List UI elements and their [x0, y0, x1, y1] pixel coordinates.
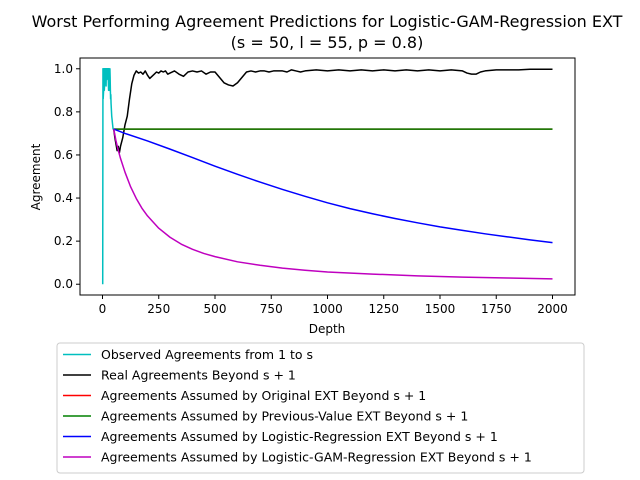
legend-label: Agreements Assumed by Previous-Value EXT… [101, 409, 468, 424]
chart-subtitle: (s = 50, l = 55, p = 0.8) [231, 33, 424, 52]
x-tick-label: 0 [99, 302, 107, 316]
y-axis: 0.0 0.2 0.4 0.6 0.8 1.0 [54, 62, 80, 291]
y-tick-label: 0.2 [54, 234, 73, 248]
series-line-6 [113, 128, 553, 280]
legend-label: Agreements Assumed by Original EXT Beyon… [101, 388, 426, 403]
legend-label: Agreements Assumed by Logistic-Regressio… [101, 429, 498, 444]
series-layer [101, 68, 553, 285]
series-line-1 [101, 68, 115, 285]
series-line-5 [113, 128, 553, 244]
x-tick-label: 1500 [425, 302, 456, 316]
legend-label: Real Agreements Beyond s + 1 [101, 368, 296, 383]
legend-box [56, 342, 585, 474]
x-tick-label: 1750 [481, 302, 512, 316]
chart-title: Worst Performing Agreement Predictions f… [32, 12, 623, 31]
x-tick-label: 750 [260, 302, 283, 316]
x-tick-label: 1250 [368, 302, 399, 316]
x-axis-label: Depth [309, 322, 346, 336]
x-tick-label: 500 [204, 302, 227, 316]
y-tick-label: 0.8 [54, 105, 73, 119]
x-tick-label: 250 [147, 302, 170, 316]
y-axis-label: Agreement [29, 143, 43, 210]
y-tick-label: 0.6 [54, 148, 73, 162]
plot-area [79, 57, 576, 296]
x-axis: 0 250 500 750 1000 1250 1500 1750 2000 [99, 295, 568, 316]
x-tick-label: 1000 [312, 302, 343, 316]
y-tick-label: 0.0 [54, 277, 73, 291]
y-tick-label: 0.4 [54, 191, 73, 205]
series-line-2 [113, 68, 553, 154]
legend: Observed Agreements from 1 to s Real Agre… [56, 342, 585, 474]
legend-label: Observed Agreements from 1 to s [101, 347, 313, 362]
legend-label: Agreements Assumed by Logistic-GAM-Regre… [101, 450, 532, 465]
x-tick-label: 2000 [537, 302, 568, 316]
y-tick-label: 1.0 [54, 62, 73, 76]
